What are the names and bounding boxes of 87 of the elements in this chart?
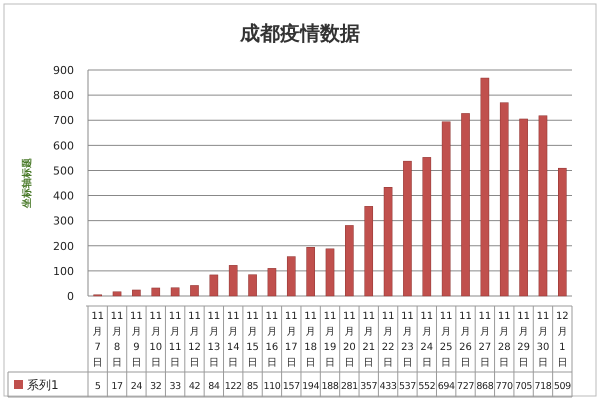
bar [306,247,315,296]
data-label: 157 [282,381,300,392]
bar [170,287,180,296]
bar [461,113,470,296]
y-tick-label: 600 [53,139,74,152]
x-tick-label: 11月24日 [420,311,434,368]
data-label: 84 [208,381,220,392]
bar [538,115,548,296]
x-tick-label: 11月20日 [342,311,356,368]
y-tick-label: 800 [53,89,74,102]
x-tick-label: 11月27日 [478,311,492,368]
bar [132,290,141,296]
x-tick-label: 11月28日 [498,311,511,368]
data-label: 357 [360,381,378,392]
chart-title: 成都疫情数据 [239,21,360,45]
data-label: 24 [130,381,142,392]
x-tick-label: 11月19日 [324,311,336,368]
bar [364,206,374,296]
bar [384,187,392,296]
data-label: 17 [111,381,124,392]
data-label: 433 [380,381,397,392]
x-tick-label: 11月26日 [459,311,472,368]
legend-label: 系列1 [27,378,59,392]
bar [210,274,218,296]
bar [558,168,567,296]
bar [345,225,354,296]
x-tick-label: 11月11日 [168,311,182,368]
y-tick-label: 200 [53,240,74,253]
bar [326,248,334,296]
y-tick-label: 700 [53,114,74,128]
bar [442,121,450,296]
bar [151,288,160,296]
y-tick-label: 400 [53,190,74,203]
data-label: 281 [340,381,358,392]
bar [112,291,122,296]
data-label: 552 [418,381,436,392]
data-label: 5 [94,381,101,392]
bar [480,78,490,296]
data-label: 509 [554,381,572,392]
data-label: 85 [246,381,259,392]
x-tick-label: 11月23日 [401,311,414,368]
x-tick-label: 11月25日 [440,311,453,368]
bar [500,102,509,296]
data-label: 33 [169,381,182,392]
y-tick-label: 0 [67,290,74,303]
data-label: 42 [188,381,200,392]
data-label: 110 [263,381,281,392]
x-tick-label: 11月12日 [188,311,201,368]
bar [228,265,238,296]
bar [519,118,528,296]
bar [268,268,276,296]
x-tick-label: 11月13日 [207,311,220,368]
data-label: 718 [534,381,552,392]
x-tick-label: 11月17日 [284,311,298,368]
y-tick-label: 100 [53,264,74,278]
x-tick-label: 11月7日 [91,311,104,368]
data-label: 705 [515,381,532,392]
x-tick-label: 11月8日 [110,311,124,368]
x-tick-label: 11月30日 [536,311,550,368]
y-tick-label: 900 [53,64,74,77]
x-tick-label: 11月15日 [246,311,259,368]
x-tick-label: 11月29日 [517,311,530,368]
bar [403,160,412,296]
x-tick-label: 11月9日 [130,311,143,368]
x-tick-label: 11月18日 [304,311,318,368]
data-label: 537 [398,381,416,392]
y-tick-label: 300 [53,214,74,228]
data-label: 194 [302,381,320,392]
x-tick-label: 11月22日 [382,311,394,368]
data-label: 770 [496,381,514,392]
bar [248,274,257,296]
x-tick-label: 12月1日 [556,311,569,368]
x-tick-label: 11月16日 [266,311,278,368]
y-tick-label: 500 [53,164,74,178]
bar [286,256,296,296]
data-label: 122 [224,381,242,392]
data-label: 727 [457,381,474,392]
bar [190,285,199,296]
data-label: 188 [322,381,339,392]
x-tick-label: 11月21日 [362,311,376,368]
data-label: 868 [476,381,494,392]
x-tick-label: 11月10日 [149,311,162,368]
y-axis-title: 坐标轴标题 [21,158,33,209]
x-tick-label: 11月14日 [226,311,240,368]
data-label: 32 [150,381,162,392]
data-label: 694 [438,381,455,392]
bar [422,157,432,296]
